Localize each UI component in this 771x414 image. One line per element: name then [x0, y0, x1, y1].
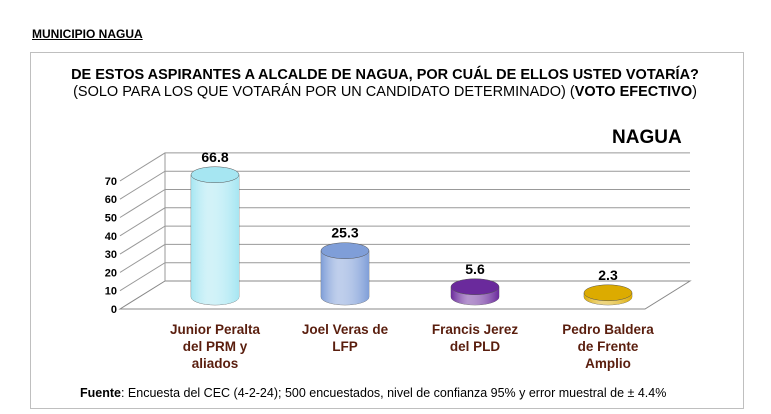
y-tick-label: 60 [105, 194, 117, 206]
bar-top [320, 242, 370, 259]
category-label: aliados [192, 356, 239, 371]
category-label: de Frente [578, 339, 639, 354]
question-note: (SOLO PARA LOS QUE VOTARÁN POR UN CANDID… [73, 84, 575, 100]
value-label: 2.3 [598, 267, 618, 283]
y-tick-label: 10 [105, 286, 117, 298]
bar-top [450, 278, 500, 296]
value-label: 66.8 [201, 149, 228, 165]
y-tick-label: 0 [111, 304, 117, 316]
value-label: 5.6 [465, 261, 485, 277]
bar-shading [321, 250, 369, 305]
category-label: Francis Jerez [432, 322, 519, 337]
category-label: Pedro Baldera [562, 322, 654, 337]
category-label: del PLD [450, 339, 501, 354]
y-tick-label: 70 [105, 176, 117, 188]
source-note: Fuente: Encuesta del CEC (4-2-24); 500 e… [80, 386, 666, 400]
category-label: Amplio [585, 356, 631, 371]
chart-question: DE ESTOS ASPIRANTES A ALCALDE DE NAGUA, … [60, 67, 710, 101]
source-text: : Encuesta del CEC (4-2-24); 500 encuest… [120, 386, 667, 400]
y-tick-label: 50 [105, 213, 117, 225]
category-label: Joel Veras de [302, 322, 389, 337]
bar-shading [191, 174, 239, 305]
bar-top [583, 284, 633, 302]
bar-top [190, 166, 240, 184]
value-label: 25.3 [331, 225, 358, 241]
y-tick-label: 40 [105, 231, 117, 243]
category-label: Junior Peralta [170, 322, 261, 337]
question-end: ) [692, 84, 697, 100]
chart-title: NAGUA [612, 127, 682, 148]
question-voto: VOTO EFECTIVO [574, 84, 693, 100]
category-label: LFP [332, 339, 358, 354]
y-tick-label: 30 [105, 249, 117, 261]
chart-frame [30, 52, 744, 409]
y-tick-label: 20 [105, 267, 117, 279]
question-bold: DE ESTOS ASPIRANTES A ALCALDE DE NAGUA, … [71, 67, 699, 83]
source-label: Fuente [80, 386, 121, 400]
chart-floor [118, 280, 692, 310]
section-heading: MUNICIPIO NAGUA [32, 27, 143, 41]
category-label: del PRM y [183, 339, 248, 354]
